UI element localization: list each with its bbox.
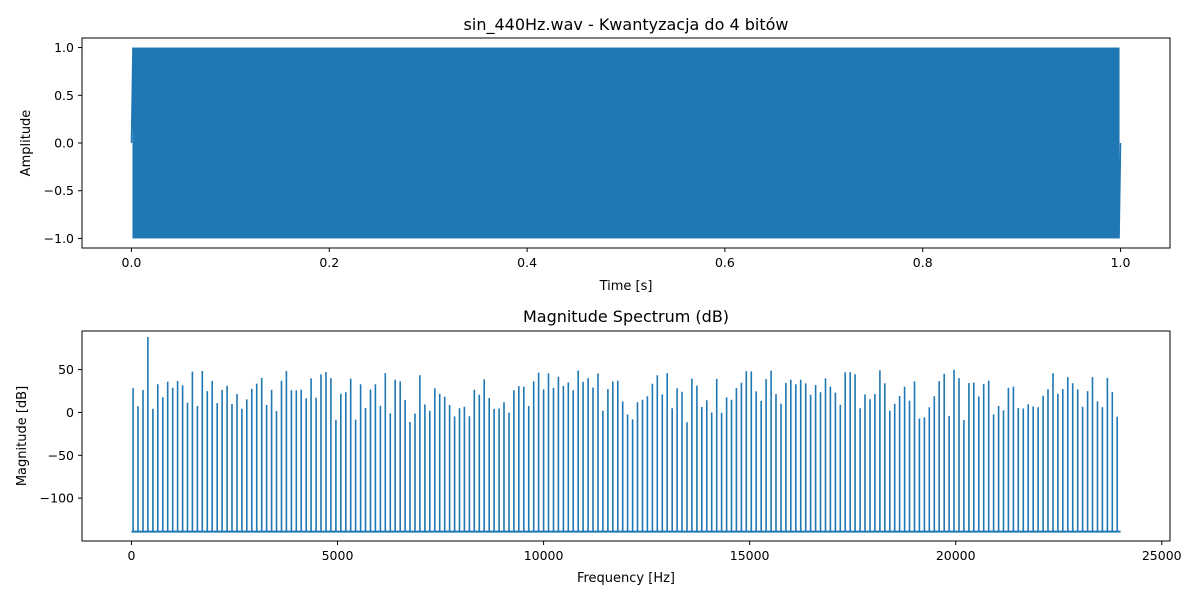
x-tick-label: 25000 [1142, 548, 1182, 563]
waveform-y-label: Amplitude [19, 110, 34, 177]
x-tick-label: 0.6 [715, 255, 735, 270]
y-tick-label: 0.0 [54, 136, 74, 151]
x-tick-label: 1.0 [1111, 255, 1131, 270]
x-tick-label: 0.0 [122, 255, 142, 270]
spectrum-chart: Magnitude Spectrum (dB) 0 5000 10000 15000 2… [15, 307, 1182, 586]
waveform-band [132, 47, 1120, 239]
waveform-x-ticks: 0.0 0.2 0.4 0.6 0.8 1.0 [122, 248, 1131, 270]
waveform-x-label: Time [s] [599, 279, 653, 294]
spectrum-title: Magnitude Spectrum (dB) [523, 307, 729, 326]
spectrum-series [131, 337, 1121, 533]
y-tick-label: −50 [48, 448, 74, 463]
waveform-start-edge [130, 47, 134, 144]
spectrum-x-ticks: 0 5000 10000 15000 20000 25000 [127, 541, 1182, 563]
x-tick-label: 0 [127, 548, 135, 563]
y-tick-label: 1.0 [54, 40, 74, 55]
y-tick-label: 0 [66, 405, 74, 420]
y-tick-label: −1.0 [44, 231, 74, 246]
x-tick-label: 10000 [524, 548, 564, 563]
x-tick-label: 15000 [730, 548, 770, 563]
waveform-title: sin_440Hz.wav - Kwantyzacja do 4 bitów [464, 15, 789, 35]
spectrum-x-label: Frequency [Hz] [577, 571, 675, 586]
x-tick-label: 0.8 [913, 255, 933, 270]
waveform-end-edge [1118, 142, 1122, 239]
waveform-chart: sin_440Hz.wav - Kwantyzacja do 4 bitów 0… [19, 15, 1171, 294]
spectrum-y-ticks: 50 0 −50 −100 [40, 362, 82, 506]
y-tick-label: −0.5 [44, 183, 74, 198]
x-tick-label: 0.4 [517, 255, 537, 270]
waveform-y-ticks: 1.0 0.5 0.0 −0.5 −1.0 [44, 40, 82, 246]
spectrum-stems [132, 337, 1118, 532]
x-tick-label: 20000 [936, 548, 976, 563]
y-tick-label: 0.5 [54, 88, 74, 103]
spectrum-frame [81, 330, 1171, 542]
x-tick-label: 5000 [322, 548, 354, 563]
spectrum-y-label: Magnitude [dB] [15, 386, 30, 486]
x-tick-label: 0.2 [319, 255, 339, 270]
waveform-series [130, 47, 1122, 239]
y-tick-label: −100 [40, 491, 74, 506]
y-tick-label: 50 [58, 362, 74, 377]
